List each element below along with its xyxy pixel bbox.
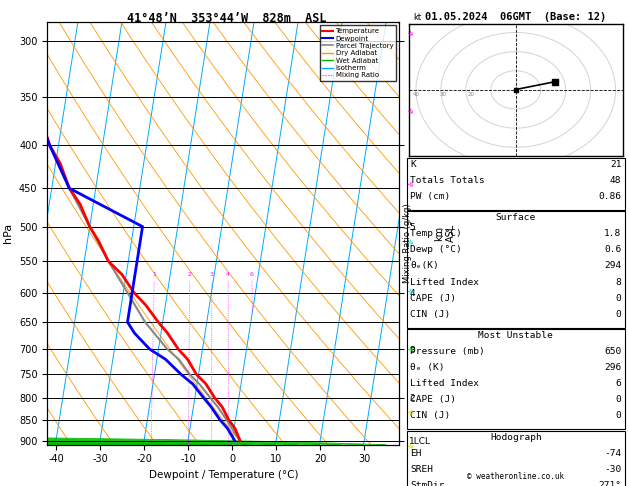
Text: Dewp (°C): Dewp (°C) bbox=[410, 245, 462, 255]
Text: 30: 30 bbox=[440, 92, 447, 98]
Text: 0: 0 bbox=[616, 411, 621, 420]
Text: »: » bbox=[404, 286, 416, 297]
Text: SREH: SREH bbox=[410, 465, 433, 474]
Text: θₑ (K): θₑ (K) bbox=[410, 363, 445, 372]
Text: 4: 4 bbox=[226, 273, 230, 278]
Text: 41°48’N  353°44’W  828m  ASL: 41°48’N 353°44’W 828m ASL bbox=[126, 12, 326, 25]
Text: CIN (J): CIN (J) bbox=[410, 411, 450, 420]
Text: CAPE (J): CAPE (J) bbox=[410, 395, 456, 404]
Text: 1: 1 bbox=[152, 273, 156, 278]
Text: Lifted Index: Lifted Index bbox=[410, 278, 479, 287]
Text: 40: 40 bbox=[413, 92, 420, 98]
X-axis label: Dewpoint / Temperature (°C): Dewpoint / Temperature (°C) bbox=[148, 470, 298, 480]
Text: kt: kt bbox=[413, 13, 421, 22]
Text: 3: 3 bbox=[210, 273, 214, 278]
Text: 296: 296 bbox=[604, 363, 621, 372]
Text: CIN (J): CIN (J) bbox=[410, 310, 450, 319]
Y-axis label: km
ASL: km ASL bbox=[434, 224, 455, 243]
Legend: Temperature, Dewpoint, Parcel Trajectory, Dry Adiabat, Wet Adiabat, Isotherm, Mi: Temperature, Dewpoint, Parcel Trajectory… bbox=[320, 25, 396, 81]
Text: »: » bbox=[404, 237, 416, 249]
Text: Totals Totals: Totals Totals bbox=[410, 176, 485, 185]
Text: 294: 294 bbox=[604, 261, 621, 271]
Text: Mixing Ratio (g/kg): Mixing Ratio (g/kg) bbox=[403, 203, 411, 283]
Text: 650: 650 bbox=[604, 347, 621, 356]
Text: 20: 20 bbox=[467, 92, 474, 98]
Text: »: » bbox=[404, 179, 416, 191]
Text: StmDir: StmDir bbox=[410, 481, 445, 486]
Text: -74: -74 bbox=[604, 449, 621, 458]
Text: K: K bbox=[410, 160, 416, 169]
Text: 0: 0 bbox=[616, 294, 621, 303]
Text: θₑ(K): θₑ(K) bbox=[410, 261, 439, 271]
Text: Hodograph: Hodograph bbox=[490, 433, 542, 442]
Text: 271°: 271° bbox=[598, 481, 621, 486]
Text: Most Unstable: Most Unstable bbox=[479, 331, 553, 340]
Text: Surface: Surface bbox=[496, 213, 536, 223]
Text: 0: 0 bbox=[616, 310, 621, 319]
Text: PW (cm): PW (cm) bbox=[410, 192, 450, 201]
Text: Pressure (mb): Pressure (mb) bbox=[410, 347, 485, 356]
Text: 1.8: 1.8 bbox=[604, 229, 621, 239]
Text: »: » bbox=[404, 106, 416, 118]
Text: © weatheronline.co.uk: © weatheronline.co.uk bbox=[467, 472, 564, 481]
Text: »: » bbox=[404, 344, 416, 356]
Text: 01.05.2024  06GMT  (Base: 12): 01.05.2024 06GMT (Base: 12) bbox=[425, 12, 606, 22]
Text: EH: EH bbox=[410, 449, 421, 458]
Text: 0.6: 0.6 bbox=[604, 245, 621, 255]
Text: 0: 0 bbox=[616, 395, 621, 404]
Text: 6: 6 bbox=[250, 273, 254, 278]
Text: Lifted Index: Lifted Index bbox=[410, 379, 479, 388]
Text: Temp (°C): Temp (°C) bbox=[410, 229, 462, 239]
Text: »: » bbox=[404, 441, 416, 453]
Text: 48: 48 bbox=[610, 176, 621, 185]
Text: -30: -30 bbox=[604, 465, 621, 474]
Text: »: » bbox=[404, 28, 416, 40]
Text: CAPE (J): CAPE (J) bbox=[410, 294, 456, 303]
Y-axis label: hPa: hPa bbox=[3, 223, 13, 243]
Text: 0.86: 0.86 bbox=[598, 192, 621, 201]
Text: 21: 21 bbox=[610, 160, 621, 169]
Text: 6: 6 bbox=[616, 379, 621, 388]
Text: 8: 8 bbox=[616, 278, 621, 287]
Text: »: » bbox=[404, 407, 416, 419]
Text: 2: 2 bbox=[188, 273, 192, 278]
